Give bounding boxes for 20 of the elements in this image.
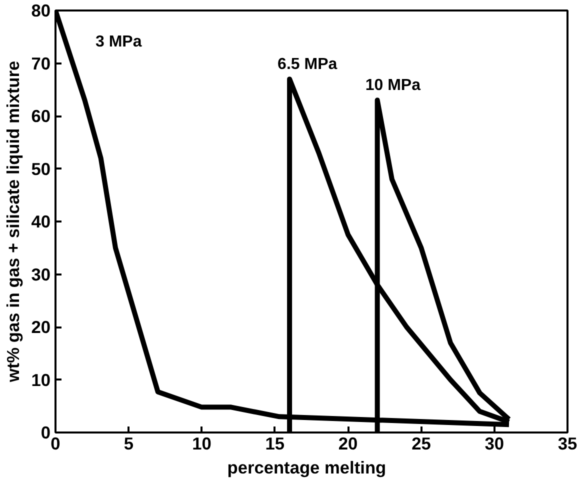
y-tick-label: 80: [31, 0, 51, 20]
x-tick-label: 15: [265, 434, 285, 454]
x-tick-label: 5: [124, 434, 134, 454]
y-tick-label: 60: [31, 106, 51, 126]
x-tick-label: 35: [558, 434, 578, 454]
y-tick-label: 30: [31, 264, 51, 284]
x-axis-title: percentage melting: [227, 458, 386, 478]
series-label: 3 MPa: [96, 34, 142, 50]
y-axis-title: wt% gas in gas + silicate liquid mixture: [3, 60, 24, 384]
y-tick-label: 50: [31, 158, 51, 179]
y-tick-label: 10: [31, 370, 51, 390]
y-tick-label: 40: [31, 212, 51, 232]
series-label: 6.5 MPa: [278, 56, 338, 74]
x-tick-label: 30: [484, 434, 504, 454]
x-tick-label: 25: [412, 434, 432, 454]
y-tick-label: 20: [31, 317, 51, 337]
series-label: 10 MPa: [365, 77, 421, 94]
y-tick-label: 70: [31, 53, 51, 74]
x-tick-label: 20: [338, 434, 358, 454]
x-tick-label: 10: [192, 434, 212, 454]
